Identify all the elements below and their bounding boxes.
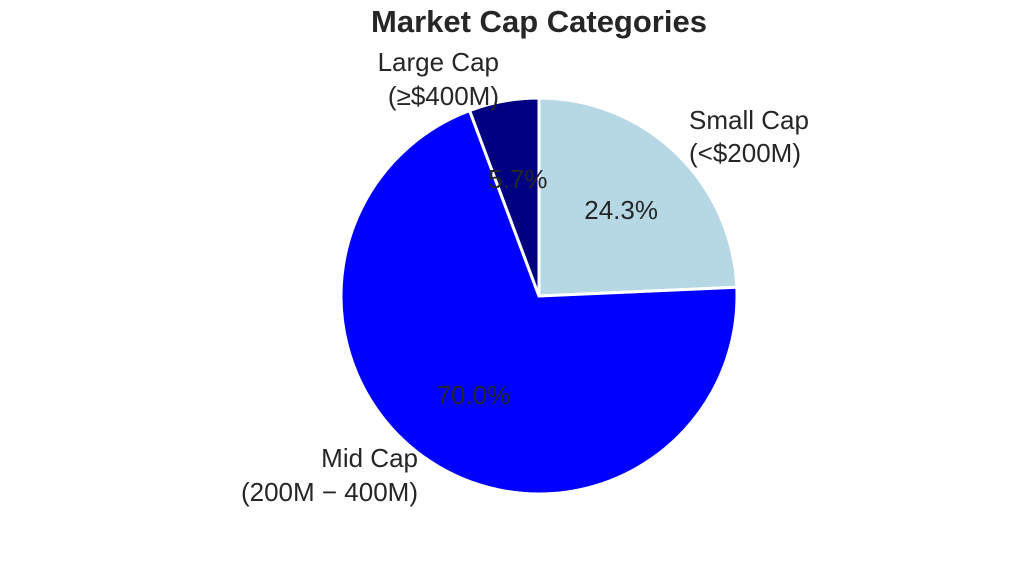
slice-label-mid-cap-line1: Mid Cap <box>321 443 418 473</box>
slice-label-small-cap-line1: Small Cap <box>689 105 809 135</box>
pie-slice-small-cap <box>537 96 739 298</box>
pct-label-mid-cap: 70.0% <box>437 380 511 410</box>
chart-title: Market Cap Categories <box>371 4 707 39</box>
slice-label-small-cap: Small Cap (<$200M) <box>689 105 809 168</box>
slice-label-large-cap: Large Cap (≥$400M) <box>378 47 499 111</box>
slice-label-small-cap-line2: (<$200M) <box>689 138 801 168</box>
pct-label-large-cap: 5.7% <box>488 164 547 194</box>
pie-slices <box>339 96 739 496</box>
slice-label-large-cap-line1: Large Cap <box>378 47 499 77</box>
pie-slice-mid-cap <box>339 109 739 496</box>
pie-slice-large-cap <box>468 96 541 298</box>
slice-label-large-cap-line2: (≥$400M) <box>388 81 499 111</box>
percentage-labels: 24.3% 70.0% 5.7% <box>437 164 658 410</box>
slice-label-mid-cap-line2: (200M − 400M) <box>241 477 418 507</box>
slice-label-mid-cap: Mid Cap (200M − 400M) <box>241 443 418 507</box>
pct-label-small-cap: 24.3% <box>584 195 658 225</box>
